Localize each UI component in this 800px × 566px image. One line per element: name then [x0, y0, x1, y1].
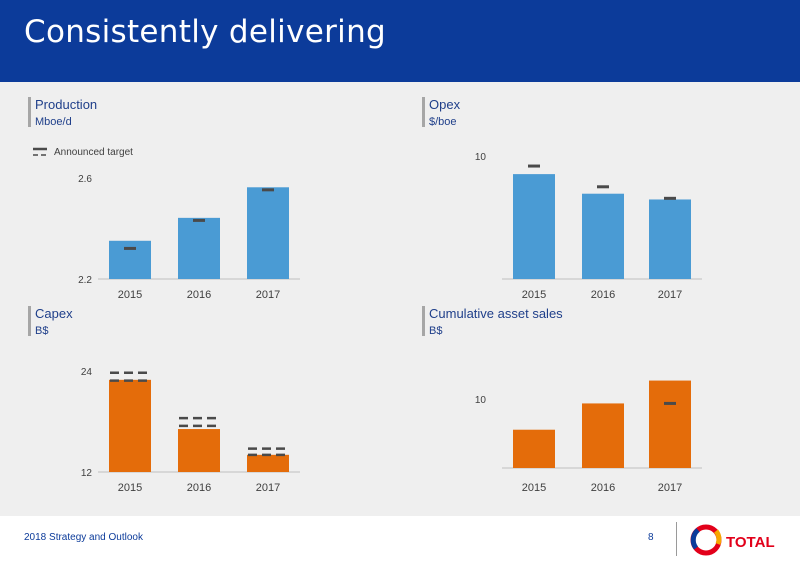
- chart-panel: Opex $/boe 10 2015 2016 2017: [422, 97, 702, 301]
- chart-title: Opex: [429, 97, 461, 112]
- chart-panel: Capex B$ 24 12 2015 2016 2017: [28, 306, 300, 494]
- header-bar: Consistently delivering: [0, 0, 800, 82]
- footer-text: 2018 Strategy and Outlook: [24, 532, 143, 543]
- chart-unit-label: B$: [429, 325, 442, 337]
- target-marker: [262, 188, 274, 192]
- bar: [109, 379, 151, 472]
- bar: [247, 454, 289, 472]
- y-tick-label: 10: [475, 395, 487, 406]
- target-marker: [597, 185, 609, 189]
- bar: [649, 199, 691, 279]
- logo-arc-yellow: [713, 529, 722, 545]
- chart-title: Cumulative asset sales: [429, 306, 563, 321]
- chart-panel: Production Mboe/d 2.6 2.2 2015 2016 2017: [28, 97, 300, 301]
- x-tick-label: 2016: [591, 289, 615, 301]
- bar: [178, 429, 220, 472]
- x-tick-label: 2015: [522, 289, 546, 301]
- title-accent-bar: [422, 97, 425, 127]
- chart-unit-label: Mboe/d: [35, 116, 72, 128]
- x-tick-label: 2016: [187, 289, 211, 301]
- target-marker: [193, 218, 205, 222]
- title-accent-bar: [422, 306, 425, 336]
- target-marker: [124, 246, 136, 250]
- bar: [582, 403, 624, 468]
- x-tick-label: 2016: [591, 482, 615, 494]
- logo-text: TOTAL: [726, 534, 775, 551]
- footer-divider: [676, 522, 677, 556]
- target-marker: [664, 196, 676, 200]
- bar: [582, 193, 624, 279]
- x-tick-label: 2017: [658, 289, 682, 301]
- x-tick-label: 2015: [522, 482, 546, 494]
- x-tick-label: 2017: [256, 482, 280, 494]
- target-marker: [664, 401, 676, 405]
- bar: [513, 429, 555, 468]
- legend: Announced target: [33, 147, 133, 158]
- y-tick-label: 10: [475, 152, 487, 163]
- title-accent-bar: [28, 97, 31, 127]
- chart-unit-label: $/boe: [429, 116, 457, 128]
- x-tick-label: 2016: [187, 482, 211, 494]
- bar: [649, 380, 691, 468]
- x-tick-label: 2017: [658, 482, 682, 494]
- footer-bar: 2018 Strategy and Outlook 8 TOTAL: [0, 516, 800, 566]
- legend-label: Announced target: [54, 147, 133, 158]
- target-marker: [528, 164, 540, 168]
- bar: [247, 187, 289, 279]
- chart-title: Production: [35, 97, 97, 112]
- chart-unit-label: B$: [35, 325, 48, 337]
- logo-arc-blue: [690, 528, 700, 550]
- bar: [513, 174, 555, 279]
- bar: [178, 217, 220, 279]
- y-tick-label: 12: [81, 468, 93, 479]
- page-number: 8: [648, 532, 654, 543]
- title-accent-bar: [28, 306, 31, 336]
- chart-panel: Cumulative asset sales B$ 10 2015 2016 2017: [422, 306, 702, 494]
- x-tick-label: 2017: [256, 289, 280, 301]
- chart-title: Capex: [35, 306, 73, 321]
- charts-canvas: Production Mboe/d 2.6 2.2 2015 2016 2017 Opex $/…: [28, 97, 702, 494]
- y-tick-label: 2.2: [78, 275, 92, 286]
- y-tick-label: 24: [81, 367, 93, 378]
- y-tick-label: 2.6: [78, 174, 92, 185]
- bar: [109, 240, 151, 279]
- slide-title: Consistently delivering: [24, 14, 386, 50]
- total-logo: TOTAL: [690, 524, 775, 556]
- x-tick-label: 2015: [118, 289, 142, 301]
- x-tick-label: 2015: [118, 482, 142, 494]
